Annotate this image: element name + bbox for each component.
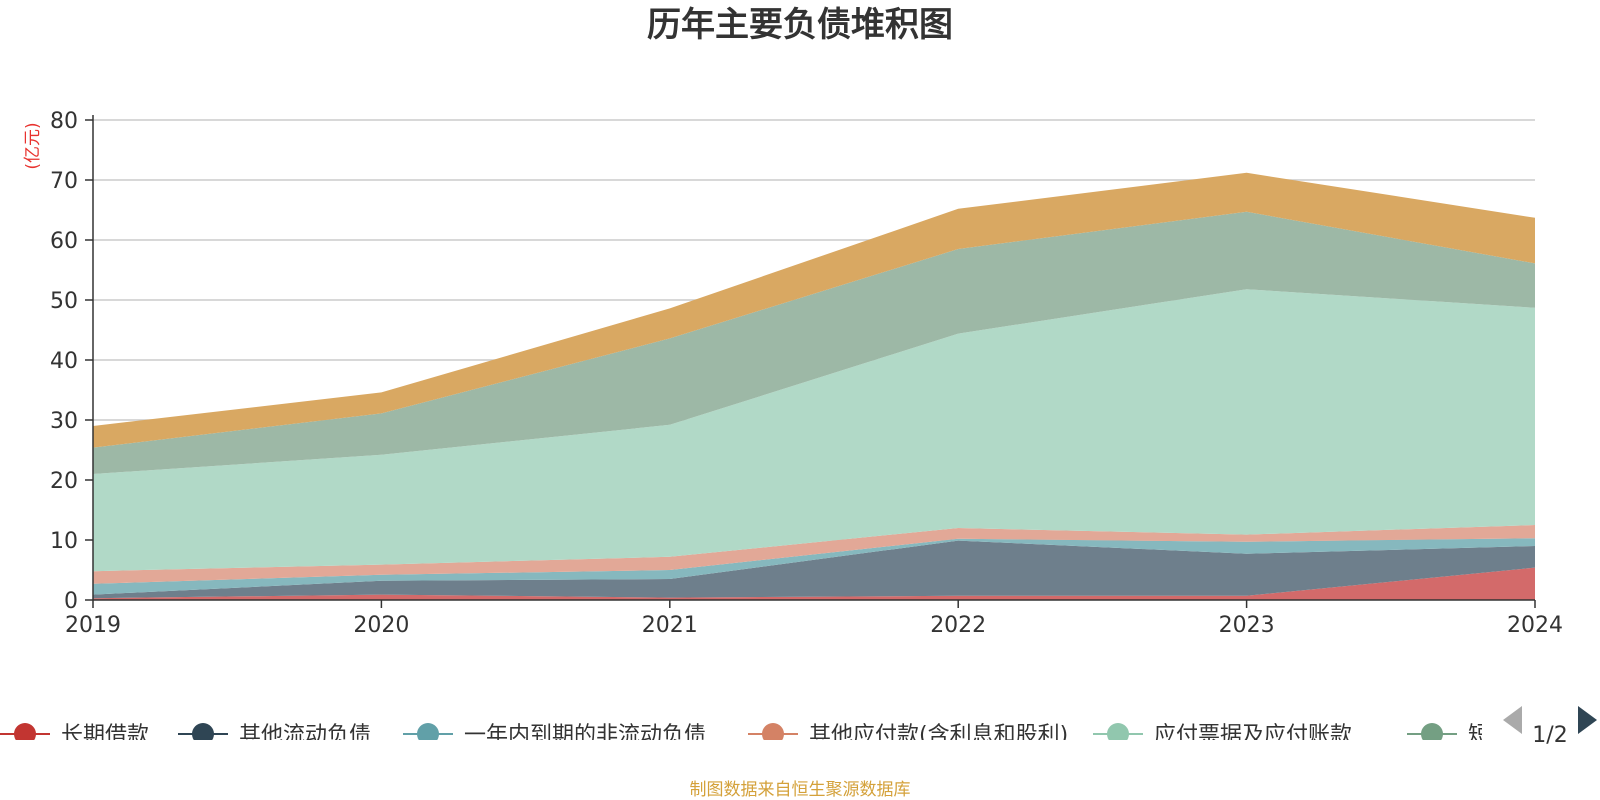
x-tick-label: 2021 — [642, 613, 698, 638]
legend-items: 长期借款 其他流动负债 一年内到期的非流动负债 其他应付款(含利息和股利) 应付票据及应… — [0, 723, 1490, 748]
legend-item[interactable]: 短 — [1407, 723, 1490, 748]
legend-marker-icon — [1107, 723, 1129, 740]
legend-item[interactable]: 应付票据及应付账款 — [1093, 723, 1352, 748]
legend-item[interactable]: 长期借款 — [0, 723, 149, 748]
data-source-note: 制图数据来自恒生聚源数据库 — [690, 780, 911, 800]
y-tick-label: 50 — [50, 289, 78, 314]
legend-item[interactable]: 一年内到期的非流动负债 — [403, 723, 706, 748]
legend-marker-icon — [14, 723, 36, 740]
legend-marker-icon — [762, 723, 784, 740]
legend-pager[interactable]: 1/2 — [1503, 706, 1597, 748]
axes: 0 10 20 30 40 50 60 70 80 2019 2020 2021 2022 2023 202… — [50, 109, 1563, 638]
legend-prev-page-icon[interactable] — [1503, 706, 1522, 734]
x-tick-label: 2019 — [65, 613, 121, 638]
area-series-5[interactable] — [93, 211, 1535, 475]
y-tick-label: 40 — [50, 349, 78, 374]
x-tick-label: 2020 — [353, 613, 409, 638]
y-tick-label: 20 — [50, 469, 78, 494]
legend-label: 长期借款 — [61, 723, 149, 748]
legend[interactable]: 长期借款 其他流动负债 一年内到期的非流动负债 其他应付款(含利息和股利) 应付票据及应… — [0, 723, 1490, 748]
x-tick-label: 2024 — [1507, 613, 1563, 638]
area-series-3[interactable] — [93, 525, 1535, 584]
legend-item[interactable]: 其他应付款(含利息和股利) — [748, 723, 1068, 748]
x-tick-label: 2022 — [930, 613, 986, 638]
legend-label: 其他流动负债 — [239, 723, 371, 748]
area-series-4[interactable] — [93, 289, 1535, 572]
legend-marker-icon — [192, 723, 214, 740]
legend-item[interactable]: 其他流动负债 — [178, 723, 371, 748]
legend-next-page-icon[interactable] — [1578, 706, 1597, 734]
legend-marker-icon — [1421, 723, 1443, 740]
area-series-1[interactable] — [93, 540, 1535, 599]
y-tick-label: 80 — [50, 109, 78, 134]
legend-label: 一年内到期的非流动负债 — [464, 723, 706, 748]
area-series-6[interactable] — [93, 172, 1535, 448]
legend-page-indicator: 1/2 — [1532, 723, 1567, 748]
legend-label: 应付票据及应付账款 — [1154, 723, 1352, 748]
chart-title: 历年主要负债堆积图 — [647, 5, 953, 45]
legend-marker-icon — [417, 723, 439, 740]
legend-label: 短 — [1468, 723, 1490, 748]
stacked-areas[interactable] — [93, 172, 1535, 600]
legend-label: 其他应付款(含利息和股利) — [809, 723, 1068, 748]
y-tick-label: 0 — [64, 589, 78, 614]
area-series-0[interactable] — [93, 567, 1535, 600]
x-tick-label: 2023 — [1219, 613, 1275, 638]
area-series-2[interactable] — [93, 538, 1535, 595]
y-tick-label: 70 — [50, 169, 78, 194]
y-tick-label: 30 — [50, 409, 78, 434]
y-tick-label: 60 — [50, 229, 78, 254]
y-axis-unit-label: (亿元) — [23, 122, 43, 169]
y-tick-label: 10 — [50, 529, 78, 554]
